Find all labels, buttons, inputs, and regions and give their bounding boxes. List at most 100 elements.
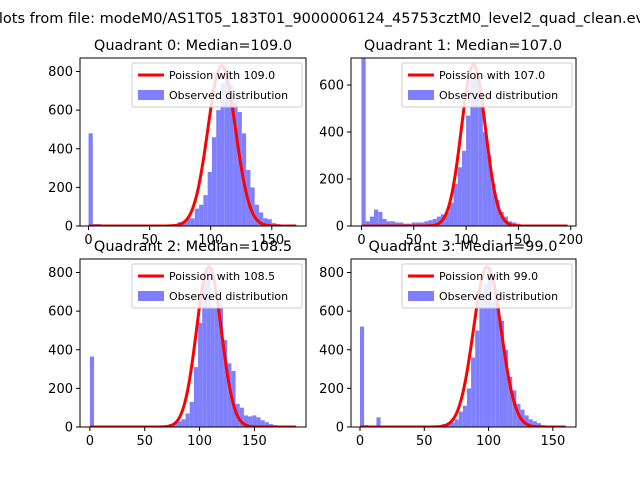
- histogram-bar: [199, 204, 204, 226]
- histogram-bar: [470, 80, 475, 226]
- axes-frame: [350, 258, 577, 428]
- legend-label-poisson: Poission with 109.0: [169, 69, 275, 82]
- axes-frame: [350, 57, 577, 227]
- legend-swatch-observed: [408, 291, 434, 301]
- histogram-bar: [478, 94, 483, 226]
- histogram-bar: [411, 222, 416, 226]
- histogram-bar: [390, 221, 395, 226]
- histogram-bar: [499, 320, 504, 427]
- y-tick-label: 400: [48, 142, 73, 157]
- histogram-bar: [532, 421, 537, 427]
- x-tick-label: 0: [357, 233, 365, 248]
- histogram-bar: [250, 187, 255, 226]
- y-tick-label: 400: [319, 343, 344, 358]
- histogram-bar: [424, 221, 429, 226]
- histogram-bar: [508, 376, 513, 427]
- y-tick-label: 600: [48, 305, 73, 320]
- histogram-bar: [449, 202, 454, 226]
- subplot-title-quadrant-2: Quadrant 2: Median=108.5: [94, 239, 292, 255]
- histogram-bar: [466, 388, 472, 427]
- histogram-bar: [360, 326, 365, 427]
- x-tick-label: 100: [454, 233, 479, 248]
- histogram-bar: [458, 411, 463, 427]
- histogram-bar: [457, 167, 462, 226]
- axes-frame: [79, 57, 307, 227]
- x-tick-label: 150: [540, 434, 565, 449]
- x-tick-label: 0: [84, 233, 92, 248]
- histogram-bar: [415, 222, 421, 226]
- histogram-bar: [190, 218, 195, 226]
- histogram-bar: [499, 211, 504, 226]
- axes-frame: [79, 258, 307, 428]
- legend-label-observed: Observed distribution: [439, 89, 558, 102]
- histogram-bar: [194, 208, 200, 226]
- histogram-bar: [237, 112, 242, 226]
- histogram-bar: [450, 422, 455, 427]
- histogram-bar: [454, 419, 459, 427]
- histogram-bar: [189, 401, 194, 427]
- histogram-bar: [181, 419, 186, 427]
- x-tick-label: 150: [506, 233, 531, 248]
- figure-suptitle: Plots from file: modeM0/AS1T05_183T01_90…: [0, 11, 640, 27]
- y-tick-label: 800: [319, 266, 344, 281]
- histogram-bar: [386, 221, 391, 226]
- histogram-bar: [361, 58, 366, 226]
- subplot-title-quadrant-0: Quadrant 0: Median=109.0: [94, 38, 292, 54]
- histogram-bar: [453, 183, 458, 226]
- histogram-bar: [528, 419, 533, 427]
- histogram-bar: [202, 280, 207, 427]
- y-tick-label: 200: [48, 382, 73, 397]
- x-tick-label: 200: [558, 233, 583, 248]
- histogram-bar: [206, 270, 211, 427]
- histogram-bar: [89, 356, 95, 427]
- x-tick-label: 50: [416, 434, 433, 449]
- legend-label-observed: Observed distribution: [169, 89, 288, 102]
- legend: Poission with 108.5 Observed distribution: [131, 263, 303, 309]
- histogram-bar: [218, 303, 224, 427]
- subplot-title-quadrant-1: Quadrant 1: Median=107.0: [364, 38, 562, 54]
- histogram-bar: [173, 423, 178, 427]
- legend-swatch-observed: [138, 291, 164, 301]
- histogram-bar: [536, 423, 542, 427]
- histogram-bar: [223, 340, 228, 427]
- legend-label-observed: Observed distribution: [439, 290, 558, 303]
- y-tick-label: 0: [65, 421, 73, 436]
- legend-box: [131, 62, 303, 108]
- histogram-bar: [256, 417, 261, 427]
- x-tick-label: 50: [406, 233, 423, 248]
- histogram-bar: [483, 284, 488, 427]
- legend: Poission with 109.0 Observed distribution: [131, 62, 303, 108]
- histogram-bar: [487, 155, 492, 226]
- x-tick-label: 100: [476, 434, 501, 449]
- x-tick-label: 50: [136, 434, 153, 449]
- histogram-bar: [243, 415, 249, 427]
- histogram-bar: [88, 133, 93, 226]
- y-tick-label: 400: [48, 343, 73, 358]
- histogram-bar: [461, 150, 467, 226]
- subplot-quadrant-1: Quadrant 1: Median=107.0 0 50 100 150 200 0 20…: [319, 38, 583, 248]
- poisson-curve: [87, 64, 298, 226]
- histogram-bar: [239, 407, 244, 427]
- histogram-bar: [491, 183, 496, 226]
- y-tick-label: 0: [336, 421, 344, 436]
- y-tick-label: 600: [48, 104, 73, 119]
- x-tick-label: 150: [242, 434, 267, 449]
- histogram-bar: [394, 222, 400, 226]
- x-tick-label: 0: [356, 434, 364, 449]
- histogram-bar: [436, 216, 441, 226]
- histogram-bar: [267, 219, 272, 226]
- histogram-bar: [482, 132, 488, 226]
- histogram-bar: [264, 422, 269, 427]
- legend: Poission with 107.0 Observed distribution: [401, 62, 573, 108]
- legend-label-poisson: Poission with 99.0: [439, 270, 538, 283]
- plot-area: [87, 64, 298, 226]
- y-tick-label: 400: [319, 126, 344, 141]
- histogram-bar: [471, 357, 476, 427]
- y-tick-label: 0: [65, 220, 73, 235]
- histogram-bar: [462, 405, 467, 427]
- histogram-bar: [214, 307, 219, 427]
- poisson-curve: [359, 265, 567, 427]
- histogram-bar: [432, 218, 437, 226]
